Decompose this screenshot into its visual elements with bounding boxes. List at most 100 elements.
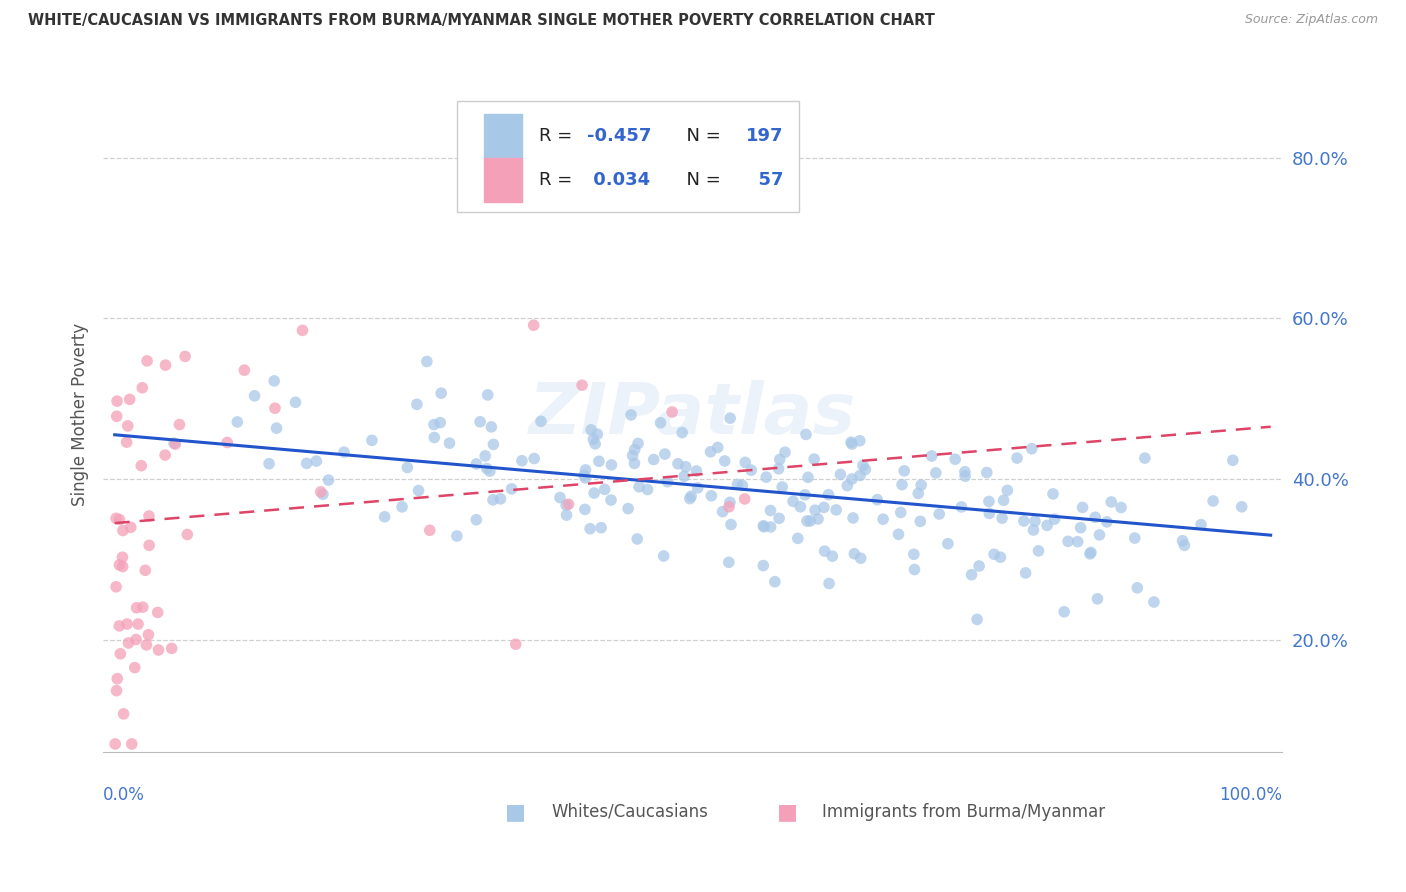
Point [643, 452, 665, 467]
Point [713, 454, 735, 468]
Text: Source: ZipAtlas.com: Source: ZipAtlas.com [1244, 13, 1378, 27]
Point [740, 463, 762, 477]
Point [759, 503, 782, 517]
Point [505, 637, 527, 651]
Point [108, 558, 131, 572]
Point [1071, 500, 1094, 515]
Point [574, 463, 596, 477]
Point [866, 492, 889, 507]
Point [160, 641, 183, 656]
Point [983, 547, 1005, 561]
Point [1202, 494, 1225, 508]
Point [673, 469, 696, 483]
Text: Whites/Caucasians: Whites/Caucasians [551, 803, 709, 821]
Point [465, 457, 488, 471]
Point [718, 495, 741, 509]
Point [112, 706, 135, 721]
Point [990, 550, 1012, 565]
Text: Immigrants from Burma/Myanmar: Immigrants from Burma/Myanmar [823, 803, 1105, 821]
Point [530, 414, 553, 428]
Point [661, 405, 683, 419]
Point [1066, 534, 1088, 549]
Point [943, 452, 966, 467]
Point [718, 411, 741, 425]
Point [841, 472, 863, 486]
Point [489, 491, 512, 506]
Point [169, 417, 191, 432]
Point [686, 481, 709, 495]
Point [679, 491, 702, 506]
Point [1014, 566, 1036, 580]
Point [1084, 510, 1107, 524]
Point [155, 358, 177, 372]
Point [627, 436, 650, 450]
Point [132, 600, 155, 615]
Point [887, 527, 910, 541]
Point [921, 449, 943, 463]
Point [419, 523, 441, 537]
Point [117, 636, 139, 650]
Point [817, 488, 839, 502]
Point [837, 478, 859, 492]
Point [111, 550, 134, 565]
Point [650, 416, 672, 430]
Point [479, 420, 502, 434]
Point [148, 643, 170, 657]
Point [755, 470, 778, 484]
Point [115, 435, 138, 450]
Point [243, 389, 266, 403]
Point [1088, 528, 1111, 542]
Point [115, 617, 138, 632]
Point [579, 423, 602, 437]
Text: -0.457: -0.457 [586, 127, 651, 145]
Point [174, 350, 197, 364]
Point [813, 500, 835, 515]
Text: 0.034: 0.034 [586, 170, 650, 189]
Text: ■: ■ [505, 803, 526, 822]
Point [333, 445, 356, 459]
Point [825, 503, 848, 517]
Point [1053, 605, 1076, 619]
Point [731, 478, 754, 492]
Text: R =: R = [540, 170, 578, 189]
Point [803, 452, 825, 467]
Point [675, 459, 697, 474]
Point [849, 551, 872, 566]
Point [105, 580, 128, 594]
Point [786, 532, 808, 546]
Bar [484, 158, 522, 202]
Text: N =: N = [675, 170, 727, 189]
Point [1028, 544, 1050, 558]
Point [910, 515, 932, 529]
Point [217, 435, 239, 450]
Point [416, 354, 439, 368]
Point [309, 484, 332, 499]
Point [523, 451, 546, 466]
Point [654, 447, 676, 461]
Point [1189, 517, 1212, 532]
Point [1036, 518, 1059, 533]
Point [574, 502, 596, 516]
Point [138, 628, 160, 642]
Point [928, 507, 950, 521]
Point [406, 397, 429, 411]
Point [111, 559, 134, 574]
Point [1057, 534, 1080, 549]
Point [548, 491, 571, 505]
Text: ■: ■ [776, 803, 797, 822]
Point [1042, 487, 1064, 501]
Point [312, 487, 335, 501]
Point [799, 514, 821, 528]
Point [134, 563, 156, 577]
Point [671, 425, 693, 440]
Point [305, 454, 328, 468]
Point [593, 483, 616, 497]
Point [574, 471, 596, 485]
Point [849, 468, 872, 483]
Point [821, 549, 844, 564]
Point [891, 477, 914, 491]
Point [465, 513, 488, 527]
Point [600, 458, 623, 472]
Point [1012, 514, 1035, 528]
Point [893, 464, 915, 478]
